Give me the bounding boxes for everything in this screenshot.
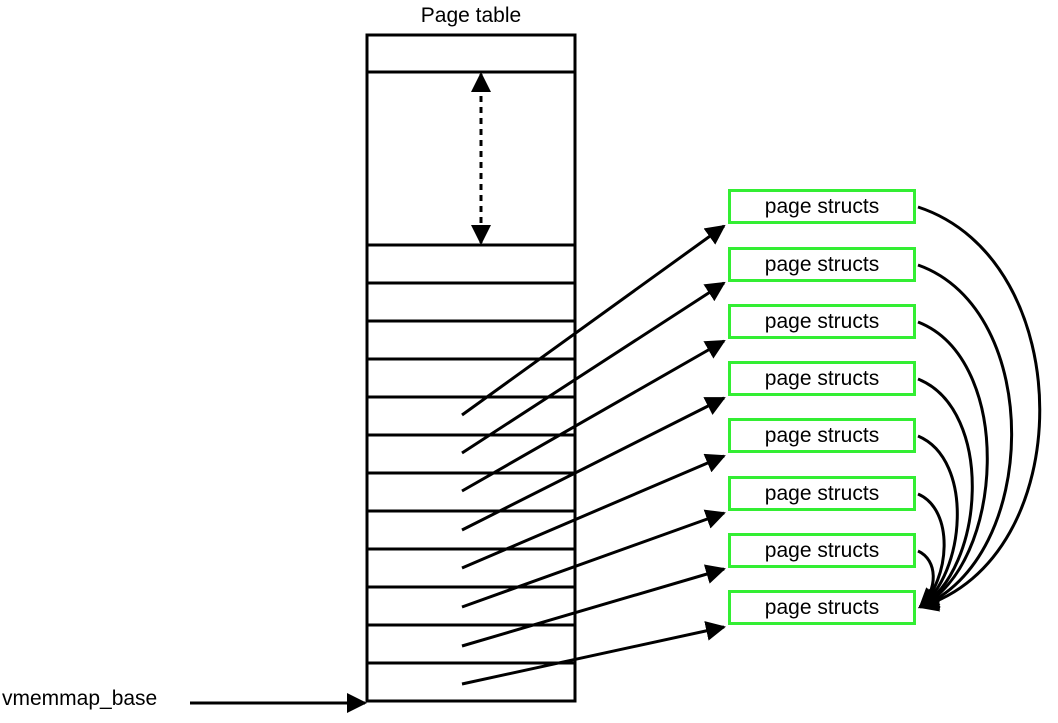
row-arrow <box>461 281 726 455</box>
curve-arrows <box>917 205 1042 612</box>
row-arrow <box>461 224 726 417</box>
page-structs-label: page structs <box>764 309 880 333</box>
page-table-rows <box>367 70 575 665</box>
row-arrow <box>461 564 726 648</box>
curve-arrow <box>917 263 1013 610</box>
page-structs-box: page structs <box>728 304 916 339</box>
curve-arrow <box>917 205 1042 612</box>
page-structs-label: page structs <box>764 366 880 390</box>
row-arrow <box>461 453 726 570</box>
row-arrow <box>461 396 726 532</box>
row-arrow <box>461 339 726 493</box>
curve-arrow <box>917 320 989 609</box>
page-structs-label: page structs <box>764 481 880 505</box>
page-structs-label: page structs <box>764 423 880 447</box>
page-structs-box: page structs <box>728 247 916 282</box>
page-structs-label: page structs <box>764 538 880 562</box>
curve-arrow <box>917 549 940 609</box>
row-arrow <box>461 509 726 609</box>
row-arrow <box>461 621 726 686</box>
page-structs-box: page structs <box>728 590 916 625</box>
page-structs-box: page structs <box>728 476 916 511</box>
page-structs-box: page structs <box>728 418 916 453</box>
page-table-title: Page table <box>420 4 522 27</box>
curve-arrow <box>917 377 974 609</box>
page-structs-label: page structs <box>764 595 880 619</box>
vmemmap-base-label: vmemmap_base <box>2 687 158 710</box>
page-structs-label: page structs <box>764 194 880 218</box>
row-arrows <box>461 224 726 686</box>
page-table <box>365 33 577 703</box>
page-structs-label: page structs <box>764 252 880 276</box>
page-structs-box: page structs <box>728 189 916 224</box>
page-structs-box: page structs <box>728 533 916 568</box>
page-structs-box: page structs <box>728 361 916 396</box>
